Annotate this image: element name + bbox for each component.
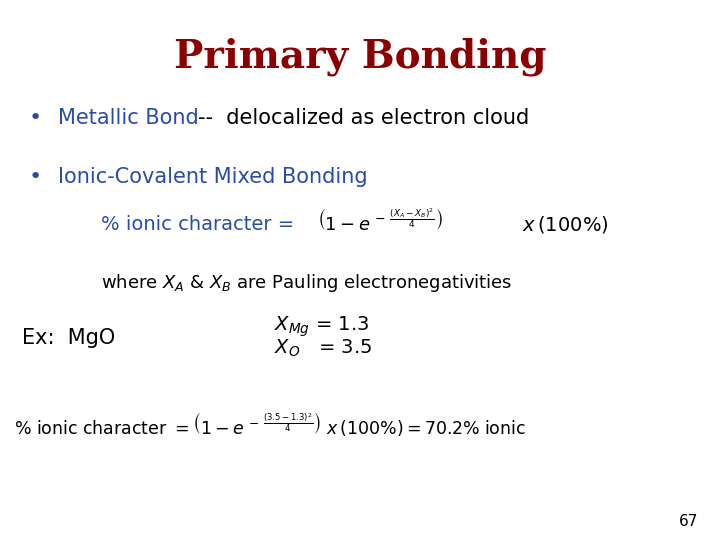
Text: % ionic character =: % ionic character = xyxy=(101,214,300,234)
Text: Ionic-Covalent Mixed Bonding: Ionic-Covalent Mixed Bonding xyxy=(58,167,367,187)
Text: •: • xyxy=(29,108,42,128)
Text: $\left(1-e^{\,-\,\frac{(X_A-X_B)^2}{4}}\right)$: $\left(1-e^{\,-\,\frac{(X_A-X_B)^2}{4}}\… xyxy=(317,208,443,234)
Text: 67: 67 xyxy=(679,514,698,529)
Text: Ex:  MgO: Ex: MgO xyxy=(22,327,115,348)
Text: $X_{Mg}$ = 1.3: $X_{Mg}$ = 1.3 xyxy=(274,314,369,339)
Text: $X_O$   = 3.5: $X_O$ = 3.5 xyxy=(274,338,372,359)
Text: Primary Bonding: Primary Bonding xyxy=(174,38,546,76)
Text: where $X_A$ & $X_B$ are Pauling electronegativities: where $X_A$ & $X_B$ are Pauling electron… xyxy=(101,273,512,294)
Text: Metallic Bond: Metallic Bond xyxy=(58,108,198,128)
Text: % ionic character $=\left(1-e^{\,-\,\frac{(3.5-1.3)^2}{4}}\right)$ $x\,(100\%)=7: % ionic character $=\left(1-e^{\,-\,\fra… xyxy=(14,410,526,438)
Text: •: • xyxy=(29,167,42,187)
Text: --  delocalized as electron cloud: -- delocalized as electron cloud xyxy=(198,108,529,128)
Text: $x\,(100\%)$: $x\,(100\%)$ xyxy=(522,214,608,234)
